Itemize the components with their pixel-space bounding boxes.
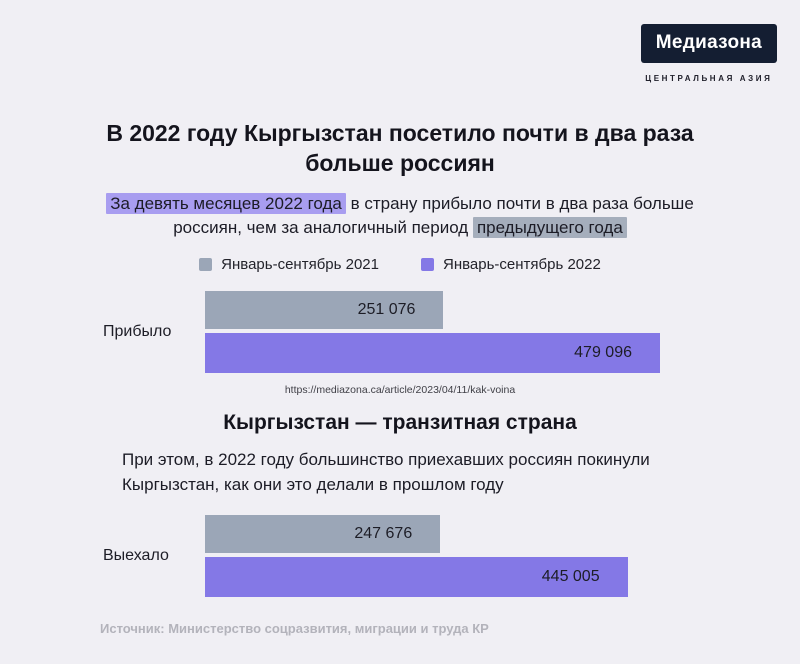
section-paragraph: При этом, в 2022 году большинство приеха… bbox=[122, 450, 650, 494]
intro-paragraph: За девять месяцев 2022 года в страну при… bbox=[100, 192, 700, 241]
legend-swatch-2022-icon bbox=[421, 258, 434, 271]
bar-value: 247 676 bbox=[354, 525, 413, 543]
intro-highlight-purple: За девять месяцев 2022 года bbox=[106, 192, 346, 214]
chart-arrived: Прибыло 251 076 479 096 bbox=[0, 291, 800, 373]
legend-item-2022: Январь-сентябрь 2022 bbox=[421, 256, 601, 273]
intro-text: в страну прибыло почти в два раза больше… bbox=[173, 193, 694, 238]
logo-text: Медиазона bbox=[655, 32, 762, 53]
legend-label-2022: Январь-сентябрь 2022 bbox=[443, 256, 601, 273]
chart-legend: Январь-сентябрь 2021 Январь-сентябрь 202… bbox=[0, 256, 800, 273]
bar-left-2021: 247 676 bbox=[205, 515, 441, 554]
source-note: Источник: Министерство соцразвития, мигр… bbox=[100, 621, 489, 637]
page-title: В 2022 году Кыргызстан посетило почти в … bbox=[106, 120, 694, 177]
article-url: https://mediazona.ca/article/2023/04/11/… bbox=[284, 384, 516, 396]
section-title: Кыргызстан — транзитная страна bbox=[223, 411, 577, 434]
chart-bars: 247 676 445 005 bbox=[205, 515, 660, 598]
legend-item-2021: Январь-сентябрь 2021 bbox=[199, 256, 379, 273]
chart-category-label: Выехало bbox=[103, 547, 169, 565]
bar-left-2022: 445 005 bbox=[205, 557, 628, 598]
legend-label-2021: Январь-сентябрь 2021 bbox=[221, 256, 379, 273]
bar-value: 479 096 bbox=[574, 344, 632, 361]
bar-arrived-2022: 479 096 bbox=[205, 333, 660, 373]
chart-category-label: Прибыло bbox=[103, 323, 172, 340]
brand-block: Медиазона ЦЕНТРАЛЬНАЯ АЗИЯ bbox=[640, 24, 777, 83]
intro-highlight-gray: предыдущего года bbox=[472, 217, 627, 239]
bar-arrived-2021: 251 076 bbox=[205, 291, 444, 329]
bar-value: 445 005 bbox=[541, 568, 600, 586]
mediazona-logo: Медиазона bbox=[640, 24, 777, 63]
legend-swatch-2021-icon bbox=[199, 258, 213, 271]
chart-left: Выехало 247 676 445 005 bbox=[0, 515, 800, 598]
bar-value: 251 076 bbox=[357, 301, 416, 318]
chart-bars: 251 076 479 096 bbox=[205, 291, 660, 373]
brand-tagline: ЦЕНТРАЛЬНАЯ АЗИЯ bbox=[645, 74, 773, 83]
